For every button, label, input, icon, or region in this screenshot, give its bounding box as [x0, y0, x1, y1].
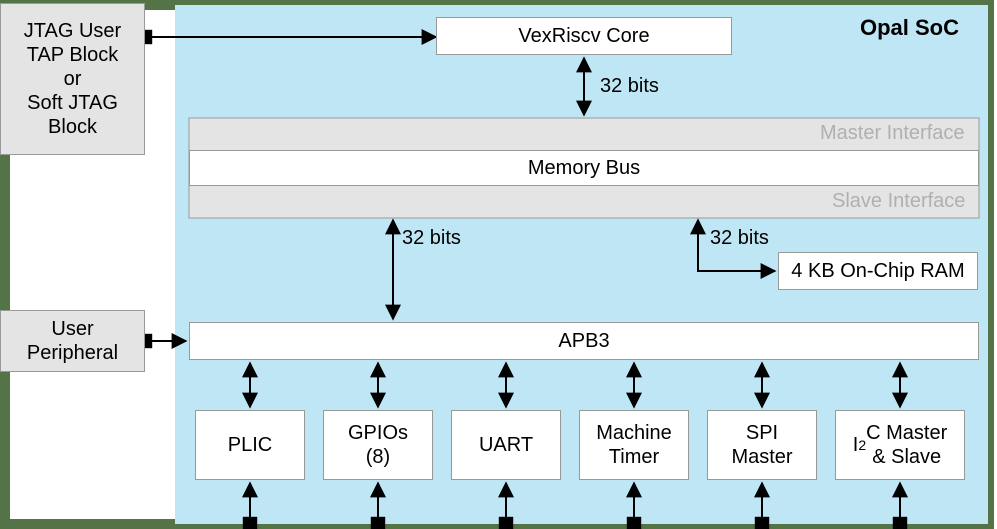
bus-width-apb: 32 bits — [402, 227, 461, 250]
machine-timer-block: MachineTimer — [579, 410, 689, 480]
plic-block: PLIC — [195, 410, 305, 480]
spi-master-block: SPIMaster — [707, 410, 817, 480]
uart-block: UART — [451, 410, 561, 480]
apb3-block: APB3 — [189, 322, 979, 360]
jtag-block: JTAG UserTAP BlockorSoft JTAGBlock — [0, 3, 145, 155]
slave-interface-label: Slave Interface — [832, 190, 965, 213]
memory-bus-block: Memory Bus — [189, 150, 979, 186]
user-peripheral-block: UserPeripheral — [0, 310, 145, 372]
on-chip-ram-block: 4 KB On-Chip RAM — [778, 252, 978, 290]
i2c-block: I2C Master& Slave — [835, 410, 965, 480]
bus-width-core: 32 bits — [600, 75, 659, 98]
gpios-block: GPIOs(8) — [323, 410, 433, 480]
soc-title: Opal SoC — [860, 15, 959, 41]
master-interface-label: Master Interface — [820, 122, 965, 145]
vexriscv-core-block: VexRiscv Core — [436, 17, 732, 55]
bus-width-ram: 32 bits — [710, 227, 769, 250]
